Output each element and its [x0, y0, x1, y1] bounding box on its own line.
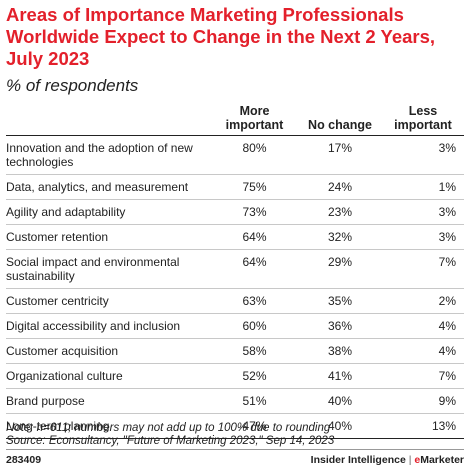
- value-less-important: 4%: [438, 344, 456, 358]
- value-no-change: 35%: [327, 294, 353, 308]
- footer-divider: [6, 449, 464, 450]
- row-label: Long-term planning: [6, 419, 110, 433]
- value-less-important: 3%: [438, 230, 456, 244]
- row-label: Innovation and the adoption of new techn…: [6, 141, 193, 169]
- value-less-important: 9%: [438, 394, 456, 408]
- value-no-change: 32%: [327, 230, 353, 244]
- value-no-change: 40%: [327, 419, 353, 433]
- table-row: Brand purpose 51% 40% 9%: [6, 389, 464, 414]
- brand-insider-intelligence: Insider Intelligence: [310, 454, 406, 466]
- data-table: More important No change Less important …: [6, 104, 464, 439]
- chart-id: 283409: [6, 454, 42, 466]
- note-text: Note: n=611; numbers may not add up to 1…: [6, 422, 331, 434]
- brand-emarketer: Marketer: [420, 454, 464, 466]
- table-row: Customer centricity 63% 35% 2%: [6, 289, 464, 314]
- table-header-row: More important No change Less important: [6, 104, 464, 136]
- value-more-important: 58%: [242, 344, 267, 358]
- value-no-change: 40%: [327, 394, 353, 408]
- brand-emarketer-e: e: [414, 454, 421, 466]
- row-label: Data, analytics, and measurement: [6, 180, 189, 194]
- row-label: Customer acquisition: [6, 344, 119, 358]
- table-row: Customer retention 64% 32% 3%: [6, 225, 464, 250]
- value-more-important: 64%: [242, 255, 267, 269]
- row-label: Customer centricity: [6, 294, 109, 308]
- value-more-important: 47%: [242, 419, 267, 433]
- table-row: Innovation and the adoption of new techn…: [6, 136, 464, 175]
- value-less-important: 2%: [438, 294, 456, 308]
- row-label: Organizational culture: [6, 369, 123, 383]
- table-row: Customer acquisition 58% 38% 4%: [6, 339, 464, 364]
- value-no-change: 17%: [327, 141, 353, 155]
- column-header-label: [6, 104, 211, 136]
- table-row: Digital accessibility and inclusion 60% 36…: [6, 314, 464, 339]
- value-more-important: 64%: [242, 230, 267, 244]
- value-no-change: 29%: [327, 255, 353, 269]
- brand-separator: |: [408, 454, 412, 466]
- chart-subtitle: % of respondents: [6, 76, 139, 95]
- column-header-more-important: More important: [225, 104, 284, 132]
- row-label: Agility and adaptability: [6, 205, 126, 219]
- value-less-important: 7%: [438, 369, 456, 383]
- row-label: Social impact and environmental sustaina…: [6, 255, 180, 283]
- value-more-important: 75%: [242, 180, 267, 194]
- value-more-important: 63%: [242, 294, 267, 308]
- value-no-change: 38%: [327, 344, 353, 358]
- row-label: Digital accessibility and inclusion: [6, 319, 181, 333]
- row-label: Brand purpose: [6, 394, 85, 408]
- value-no-change: 41%: [327, 369, 353, 383]
- source-text: Source: Econsultancy, "Future of Marketi…: [6, 435, 335, 447]
- value-no-change: 23%: [327, 205, 353, 219]
- column-header-no-change: No change: [308, 118, 372, 132]
- table-body: Innovation and the adoption of new techn…: [6, 136, 464, 439]
- value-less-important: 3%: [438, 205, 456, 219]
- value-no-change: 36%: [327, 319, 353, 333]
- table-row: Social impact and environmental sustaina…: [6, 250, 464, 289]
- table-row: Long-term planning 47% 40% 13%: [6, 414, 464, 439]
- table-row: Data, analytics, and measurement 75% 24% 1%: [6, 175, 464, 200]
- brand-footer: Insider Intelligence | eMarketer: [311, 454, 464, 466]
- chart-title: Areas of Importance Marketing Profession…: [6, 4, 436, 69]
- value-less-important: 3%: [438, 141, 456, 155]
- value-less-important: 13%: [431, 419, 456, 433]
- value-more-important: 73%: [242, 205, 267, 219]
- column-header-less-important: Less important: [394, 104, 452, 132]
- value-more-important: 80%: [242, 141, 267, 155]
- table-row: Agility and adaptability 73% 23% 3%: [6, 200, 464, 225]
- value-more-important: 51%: [242, 394, 267, 408]
- value-less-important: 4%: [438, 319, 456, 333]
- value-no-change: 24%: [327, 180, 353, 194]
- table-row: Organizational culture 52% 41% 7%: [6, 364, 464, 389]
- value-less-important: 1%: [438, 180, 456, 194]
- value-less-important: 7%: [438, 255, 456, 269]
- value-more-important: 52%: [242, 369, 267, 383]
- row-label: Customer retention: [6, 230, 109, 244]
- value-more-important: 60%: [242, 319, 267, 333]
- chart-notes: Note: n=611; numbers may not add up to 1…: [6, 422, 334, 448]
